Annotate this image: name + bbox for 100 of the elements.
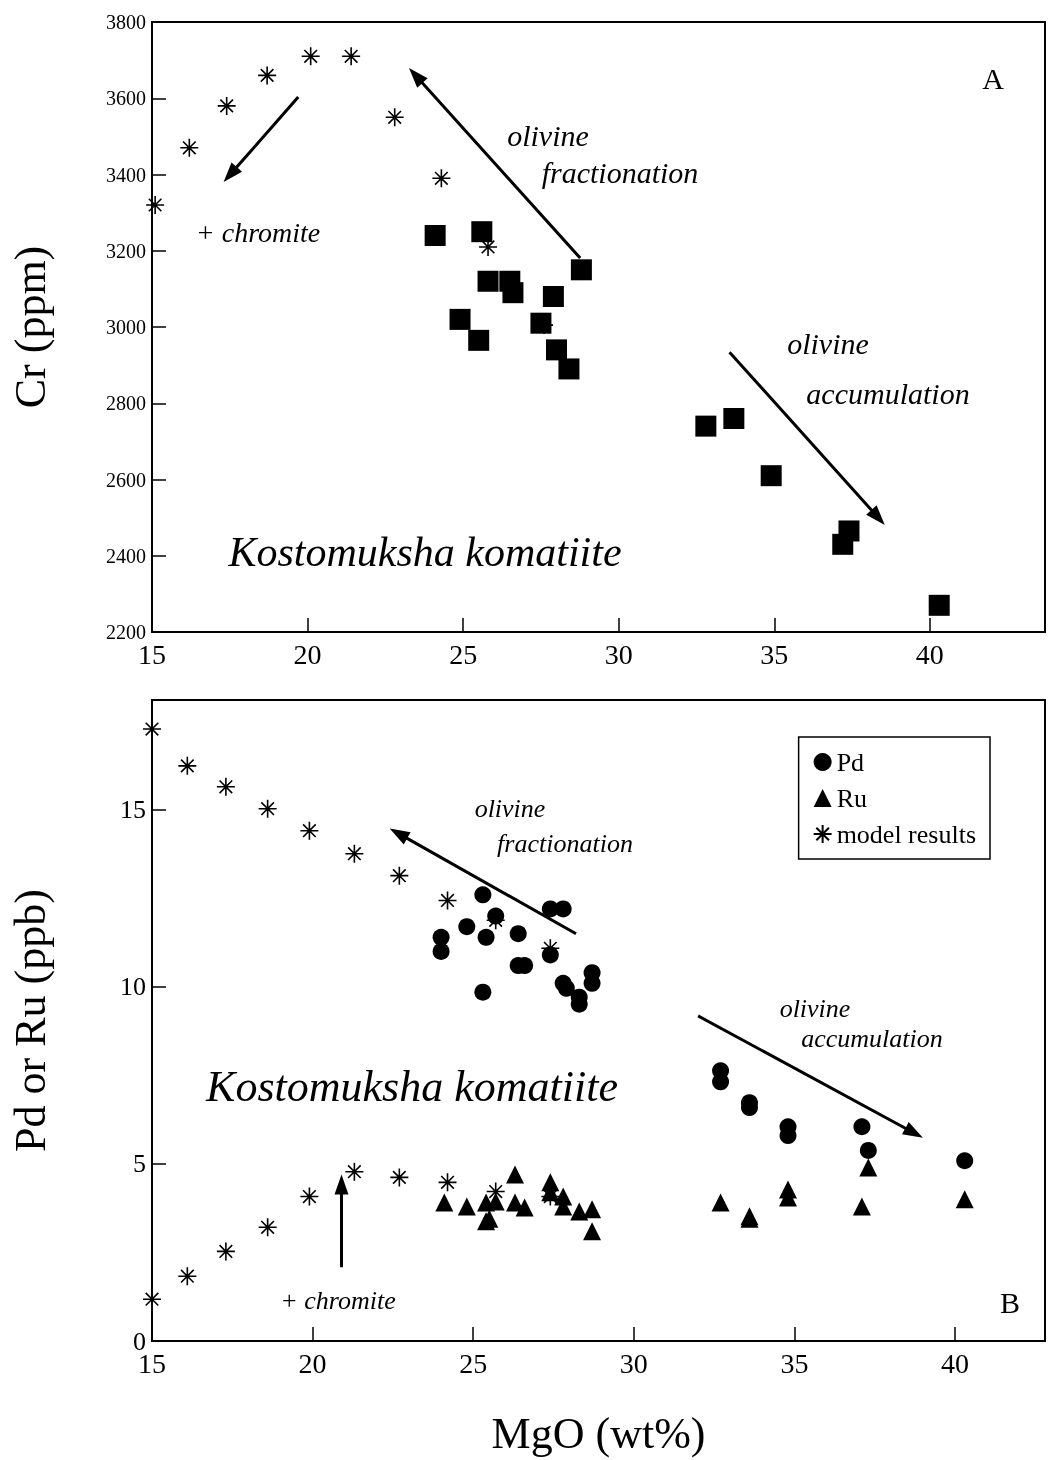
point: [216, 96, 237, 116]
point: [505, 1165, 524, 1184]
x-tick-label: 35: [760, 638, 789, 670]
annotation: olivine accumulation: [779, 993, 943, 1053]
point: [389, 1167, 410, 1188]
annotation: olivine fractionation: [474, 793, 633, 858]
point: [179, 138, 200, 158]
y-tick-label: 2600: [106, 468, 146, 491]
legend-label: Pd: [836, 747, 865, 777]
point: [257, 798, 278, 819]
point: [509, 925, 527, 943]
point: [432, 942, 450, 960]
x-tick-label: 30: [619, 1347, 648, 1379]
point: [955, 1190, 974, 1209]
point: [583, 1200, 602, 1219]
point: [583, 1222, 602, 1241]
annotation: + chromite: [195, 216, 321, 248]
point: [257, 1217, 278, 1238]
point: [477, 270, 499, 292]
point: [432, 928, 450, 946]
point: [344, 1161, 365, 1182]
annotation: A: [982, 61, 1005, 95]
x-tick-label: 30: [604, 638, 633, 670]
point: [554, 900, 572, 918]
point: [384, 107, 405, 128]
point: [389, 865, 410, 886]
point: [956, 1152, 974, 1170]
point: [145, 195, 165, 215]
annotation: olivine accumulation: [787, 326, 970, 410]
point: [216, 776, 236, 797]
point: [723, 408, 745, 429]
annotation: + chromite: [280, 1285, 396, 1315]
y-tick-label: 2800: [106, 392, 146, 415]
point: [478, 237, 498, 257]
x-axis-title: MgO (wt%): [491, 1408, 706, 1458]
point: [485, 1181, 506, 1202]
point: [474, 983, 492, 1001]
point: [300, 46, 321, 67]
point: [859, 1158, 878, 1177]
point: [515, 1198, 534, 1217]
y-tick-label: 2400: [106, 544, 146, 567]
y-tick-label: 15: [120, 795, 146, 825]
annotation: B: [999, 1285, 1021, 1319]
point: [695, 415, 717, 437]
x-tick-label: 25: [459, 1347, 488, 1379]
point: [257, 65, 277, 86]
point: [299, 1186, 320, 1207]
point: [435, 1193, 454, 1212]
y-tick-label: 5: [133, 1149, 146, 1179]
point: [928, 594, 950, 616]
y-tick-label: 3000: [106, 316, 146, 338]
point: [457, 1197, 476, 1216]
point: [570, 259, 592, 281]
point: [558, 358, 580, 380]
point: [471, 221, 493, 243]
point: [570, 1202, 589, 1221]
annotation: Kostomuksha komatiite: [227, 529, 622, 575]
y-tick-label: 3800: [106, 11, 146, 33]
point: [502, 282, 524, 304]
point: [477, 928, 495, 946]
annotation: Kostomuksha komatiite: [205, 1061, 618, 1111]
point: [299, 820, 320, 841]
y-tick-label: 3200: [106, 239, 146, 262]
point: [458, 918, 476, 936]
point: [431, 168, 452, 189]
point: [177, 1266, 198, 1286]
x-tick-label: 40: [941, 1347, 970, 1379]
point: [216, 1241, 236, 1262]
point: [832, 533, 854, 555]
point: [344, 843, 365, 864]
point: [545, 339, 567, 361]
legend-label: model results: [836, 819, 977, 849]
point: [468, 329, 490, 351]
point: [760, 465, 782, 487]
x-tick-label: 20: [293, 638, 322, 670]
point: [557, 979, 575, 997]
y-tick-label: 3400: [106, 163, 146, 186]
point: [859, 1141, 877, 1159]
y-tick-label: 2200: [106, 621, 146, 643]
x-tick-label: 25: [449, 638, 478, 670]
legend-label: Ru: [836, 783, 867, 813]
point: [853, 1118, 871, 1136]
annotation: olivine fractionation: [507, 118, 699, 189]
point: [341, 46, 361, 67]
y-axis-title: Pd or Ru (ppb): [5, 889, 55, 1152]
y-tick-label: 3600: [106, 87, 146, 110]
point: [711, 1193, 730, 1212]
y-axis-title: Cr (ppm): [5, 245, 55, 409]
point: [474, 886, 492, 904]
y-tick-label: 10: [120, 972, 146, 1002]
point: [142, 719, 162, 739]
point: [449, 308, 471, 330]
point: [424, 225, 446, 246]
point: [852, 1197, 871, 1216]
x-tick-label: 20: [298, 1347, 327, 1379]
point: [542, 286, 564, 307]
point: [437, 1172, 458, 1193]
x-tick-label: 40: [915, 638, 944, 670]
point: [177, 756, 198, 776]
x-tick-label: 35: [780, 1347, 809, 1379]
